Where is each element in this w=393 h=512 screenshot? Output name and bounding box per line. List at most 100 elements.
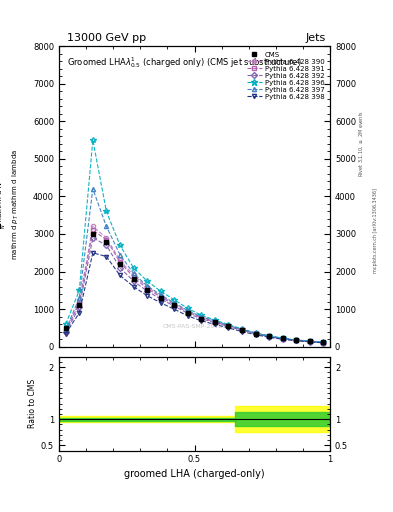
Pythia 6.428 392 <box>63 329 68 335</box>
Pythia 6.428 396 <box>104 208 109 215</box>
Pythia 6.428 390 <box>172 301 176 307</box>
Pythia 6.428 391 <box>104 237 109 243</box>
Pythia 6.428 391 <box>307 338 312 345</box>
Pythia 6.428 390 <box>213 318 217 324</box>
Line: Pythia 6.428 398: Pythia 6.428 398 <box>64 251 325 345</box>
Pythia 6.428 390 <box>294 337 299 343</box>
Text: Jets: Jets <box>306 33 326 44</box>
X-axis label: groomed LHA (charged-only): groomed LHA (charged-only) <box>124 468 265 479</box>
Pythia 6.428 396 <box>307 338 312 344</box>
Pythia 6.428 390 <box>131 272 136 279</box>
Pythia 6.428 390 <box>77 298 82 305</box>
Pythia 6.428 397 <box>77 295 82 301</box>
Pythia 6.428 397 <box>294 337 299 343</box>
Pythia 6.428 392 <box>185 310 190 316</box>
Pythia 6.428 390 <box>104 234 109 241</box>
Pythia 6.428 398 <box>321 340 326 346</box>
Pythia 6.428 392 <box>90 234 95 241</box>
Pythia 6.428 390 <box>145 284 149 290</box>
CMS <box>172 302 176 308</box>
Pythia 6.428 391 <box>253 330 258 336</box>
Pythia 6.428 398 <box>307 339 312 345</box>
Pythia 6.428 397 <box>321 339 326 346</box>
Pythia 6.428 396 <box>118 242 122 248</box>
Pythia 6.428 396 <box>158 288 163 294</box>
Pythia 6.428 397 <box>90 186 95 192</box>
Pythia 6.428 390 <box>240 326 244 332</box>
CMS <box>226 323 231 329</box>
CMS <box>131 276 136 282</box>
Pythia 6.428 390 <box>118 257 122 263</box>
Pythia 6.428 398 <box>185 313 190 319</box>
Pythia 6.428 392 <box>172 303 176 309</box>
CMS <box>104 239 109 245</box>
Pythia 6.428 392 <box>280 336 285 342</box>
Pythia 6.428 397 <box>172 300 176 306</box>
Pythia 6.428 390 <box>63 329 68 335</box>
Line: Pythia 6.428 391: Pythia 6.428 391 <box>64 228 325 345</box>
Pythia 6.428 396 <box>321 339 326 346</box>
Pythia 6.428 391 <box>213 319 217 325</box>
Text: Groomed LHA$\lambda_{0.5}^{1}$ (charged only) (CMS jet substructure): Groomed LHA$\lambda_{0.5}^{1}$ (charged … <box>67 55 302 70</box>
Pythia 6.428 398 <box>172 306 176 312</box>
Pythia 6.428 397 <box>104 223 109 229</box>
Pythia 6.428 390 <box>199 314 204 320</box>
CMS <box>199 315 204 322</box>
Pythia 6.428 390 <box>267 333 272 339</box>
Pythia 6.428 390 <box>253 330 258 336</box>
Pythia 6.428 397 <box>226 322 231 328</box>
Pythia 6.428 391 <box>240 327 244 333</box>
Pythia 6.428 397 <box>145 283 149 289</box>
Pythia 6.428 398 <box>145 292 149 298</box>
CMS <box>185 310 190 316</box>
Pythia 6.428 396 <box>145 278 149 284</box>
Pythia 6.428 390 <box>307 338 312 345</box>
Pythia 6.428 398 <box>63 331 68 337</box>
Pythia 6.428 392 <box>104 242 109 248</box>
CMS <box>307 338 312 344</box>
Pythia 6.428 397 <box>213 318 217 324</box>
Pythia 6.428 397 <box>118 251 122 258</box>
CMS <box>213 319 217 326</box>
Pythia 6.428 398 <box>213 322 217 328</box>
Pythia 6.428 397 <box>158 292 163 298</box>
Pythia 6.428 390 <box>280 335 285 342</box>
Pythia 6.428 397 <box>185 308 190 314</box>
CMS <box>90 231 95 237</box>
Pythia 6.428 396 <box>213 317 217 323</box>
Pythia 6.428 398 <box>158 300 163 306</box>
Text: Rivet 3.1.10, $\geq$ 2M events: Rivet 3.1.10, $\geq$ 2M events <box>358 110 365 177</box>
Text: $\frac{1}{N}$mathrm d $N$
mathrm d $p_T$ mathrm d lambda: $\frac{1}{N}$mathrm d $N$ mathrm d $p_T$… <box>0 149 21 261</box>
Text: CMS-PAS-SMP-20187: CMS-PAS-SMP-20187 <box>162 324 227 329</box>
Pythia 6.428 390 <box>321 339 326 346</box>
CMS <box>118 261 122 267</box>
Pythia 6.428 392 <box>77 304 82 310</box>
Pythia 6.428 392 <box>321 339 326 346</box>
Pythia 6.428 396 <box>280 335 285 341</box>
Pythia 6.428 396 <box>172 296 176 303</box>
Pythia 6.428 396 <box>185 305 190 311</box>
Pythia 6.428 397 <box>199 314 204 320</box>
Pythia 6.428 398 <box>253 332 258 338</box>
Pythia 6.428 392 <box>267 333 272 339</box>
Pythia 6.428 396 <box>77 287 82 293</box>
Pythia 6.428 397 <box>240 326 244 332</box>
Pythia 6.428 392 <box>145 288 149 294</box>
Pythia 6.428 392 <box>307 338 312 345</box>
Pythia 6.428 391 <box>172 302 176 308</box>
Pythia 6.428 398 <box>199 318 204 324</box>
Pythia 6.428 398 <box>90 250 95 256</box>
CMS <box>145 287 149 293</box>
Pythia 6.428 390 <box>226 322 231 328</box>
Line: Pythia 6.428 390: Pythia 6.428 390 <box>64 224 325 345</box>
Pythia 6.428 398 <box>77 310 82 316</box>
Pythia 6.428 392 <box>199 316 204 322</box>
Text: mcplots.cern.ch [arXiv:1306.3436]: mcplots.cern.ch [arXiv:1306.3436] <box>373 188 378 273</box>
CMS <box>321 339 326 345</box>
CMS <box>240 327 244 333</box>
Pythia 6.428 398 <box>104 253 109 260</box>
Pythia 6.428 392 <box>131 278 136 284</box>
Pythia 6.428 392 <box>294 337 299 344</box>
CMS <box>63 325 68 331</box>
Pythia 6.428 391 <box>294 337 299 344</box>
